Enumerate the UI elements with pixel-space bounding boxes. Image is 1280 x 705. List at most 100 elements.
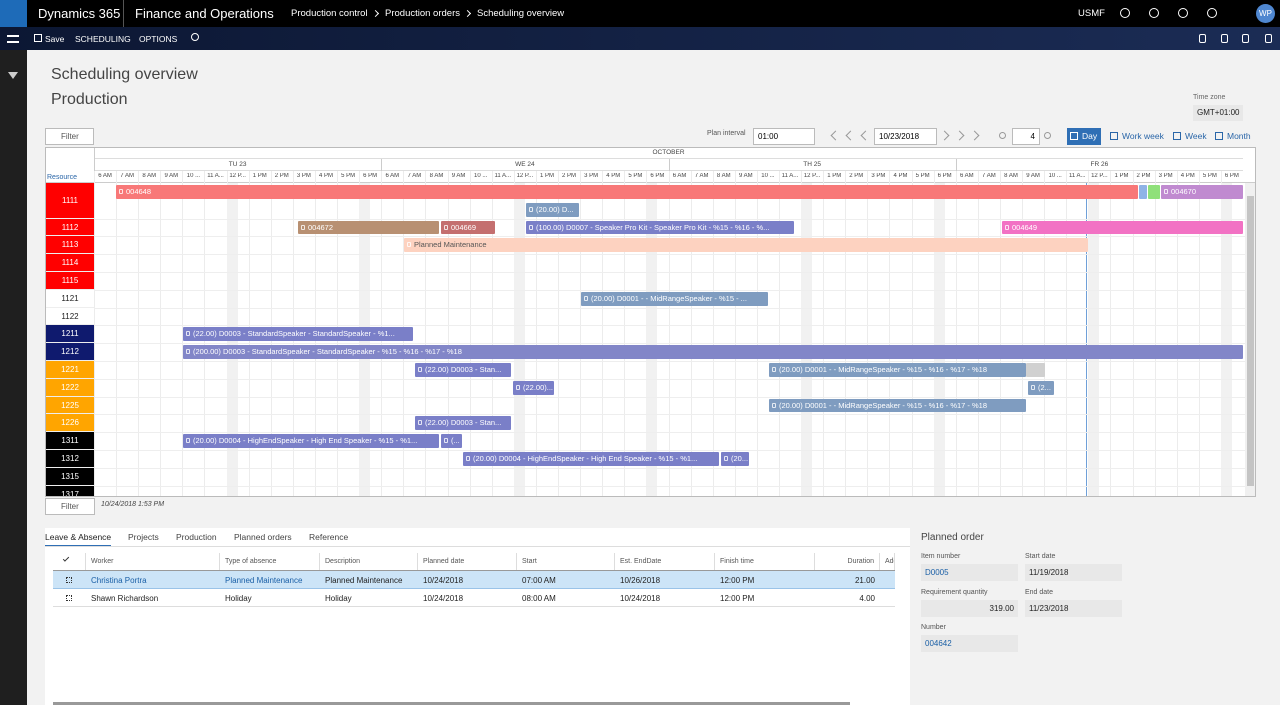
table-row[interactable] [53, 571, 895, 589]
gantt-bar[interactable]: (22.00) D0003 - StandardSpeaker - Standa… [183, 327, 413, 342]
table-cell[interactable]: Planned Maintenance [225, 576, 303, 585]
resource-cell[interactable]: 1121 [46, 289, 94, 308]
icon[interactable] [1221, 34, 1228, 43]
gantt-bar[interactable]: (20... [721, 452, 749, 466]
app-launcher[interactable] [0, 0, 27, 27]
zoom-out[interactable] [999, 132, 1006, 139]
date-input[interactable]: 10/23/2018 [874, 128, 937, 145]
save-icon[interactable] [34, 34, 42, 42]
resource-cell[interactable]: 1115 [46, 272, 94, 290]
gantt-bar[interactable]: (22.00) D0003 - Stan... [415, 363, 511, 377]
gantt-bar[interactable]: (20.00) D... [526, 202, 579, 217]
menu-icon[interactable] [7, 35, 19, 43]
count-input[interactable]: 4 [1012, 128, 1040, 145]
zoom-in[interactable] [1044, 132, 1051, 139]
tab[interactable]: Reference [309, 532, 349, 542]
resource-cell[interactable]: 1111 [46, 183, 94, 219]
icon[interactable] [1120, 8, 1130, 18]
column-header[interactable]: Planned date [418, 553, 517, 571]
filter-input[interactable]: Filter [45, 128, 94, 145]
nav-button[interactable] [845, 130, 856, 141]
gantt-bar[interactable] [1026, 363, 1045, 377]
view-button[interactable]: Day [1067, 128, 1102, 145]
resource-cell[interactable]: 1221 [46, 361, 94, 379]
gantt-bar[interactable]: (20.00) D0004 - HighEndSpeaker - High En… [463, 452, 719, 466]
nav-button[interactable] [969, 130, 980, 141]
tab[interactable]: Planned orders [234, 532, 292, 542]
view-button[interactable]: Month [1212, 128, 1255, 145]
gantt-bar[interactable]: 004648 [116, 185, 1138, 199]
resource-cell[interactable]: 1317 [46, 485, 94, 496]
table-cell[interactable]: Christina Portra [91, 576, 147, 585]
action[interactable]: OPTIONS [139, 34, 178, 44]
column-header[interactable]: Worker [86, 553, 220, 571]
resource-header[interactable]: Resource [47, 174, 77, 181]
gantt-bar[interactable]: (20.00) D0001 - - MidRangeSpeaker - %15 … [769, 363, 1026, 377]
resource-cell[interactable]: 1222 [46, 378, 94, 397]
resource-cell[interactable]: 1226 [46, 414, 94, 433]
column-header[interactable]: Start [517, 553, 615, 571]
column-header[interactable]: Duration [815, 553, 880, 571]
view-button[interactable]: Work week [1107, 128, 1168, 145]
user-avatar[interactable]: WP [1256, 4, 1275, 23]
column-header[interactable]: Finish time [715, 553, 815, 571]
gantt-bar[interactable]: (22.00) D0003 - Stan... [415, 416, 511, 431]
resource-cell[interactable]: 1114 [46, 254, 94, 272]
tab[interactable]: Projects [128, 532, 159, 542]
gantt-bar[interactable]: (2... [1028, 380, 1054, 395]
company[interactable]: USMF [1078, 8, 1105, 19]
app-name[interactable]: Dynamics 365 [38, 6, 121, 21]
gantt-bar[interactable]: (100.00) D0007 - Speaker Pro Kit - Speak… [526, 220, 794, 235]
scroll-thumb[interactable] [1247, 196, 1254, 486]
resource-cell[interactable]: 1122 [46, 307, 94, 326]
table-row[interactable] [53, 589, 895, 607]
field-value[interactable]: 004642 [921, 635, 1018, 652]
filter-input[interactable]: Filter [45, 498, 95, 515]
column-header[interactable]: Est. EndDate [615, 553, 715, 571]
breadcrumb[interactable]: Production orders [385, 8, 460, 19]
breadcrumb[interactable]: Production control [291, 8, 368, 19]
icon[interactable] [1178, 8, 1188, 18]
filter-icon[interactable] [8, 72, 18, 79]
column-header[interactable]: Description [320, 553, 418, 571]
column-header[interactable]: Type of absence [220, 553, 320, 571]
action[interactable]: Save [45, 34, 65, 44]
icon[interactable] [1265, 34, 1272, 43]
icon[interactable] [1207, 8, 1217, 18]
plan-interval-input[interactable]: 01:00 [753, 128, 815, 145]
gantt-bar[interactable]: 004649 [1002, 220, 1243, 235]
icon[interactable] [1242, 34, 1249, 43]
nav-button[interactable] [954, 130, 965, 141]
gantt-bar[interactable]: (20.00) D0001 - - MidRangeSpeaker - %15 … [581, 291, 768, 306]
gantt-bar[interactable]: 004672 [298, 220, 439, 235]
nav-button[interactable] [830, 130, 841, 141]
field-value[interactable]: D0005 [921, 564, 1018, 581]
resource-cell[interactable]: 1225 [46, 396, 94, 415]
gantt-bar[interactable]: 004670 [1161, 185, 1243, 199]
resource-cell[interactable]: 1315 [46, 467, 94, 486]
resource-cell[interactable]: 1112 [46, 218, 94, 237]
tab[interactable]: Production [176, 532, 217, 542]
nav-button[interactable] [939, 130, 950, 141]
gantt-bar[interactable]: Planned Maintenance [404, 238, 1088, 253]
gantt-bar[interactable]: (200.00) D0003 - StandardSpeaker - Stand… [183, 345, 1243, 359]
icon[interactable] [1199, 34, 1206, 43]
resource-cell[interactable]: 1311 [46, 432, 94, 450]
breadcrumb[interactable]: Scheduling overview [477, 8, 565, 19]
resource-cell[interactable]: 1113 [46, 236, 94, 255]
search-icon[interactable] [191, 33, 199, 41]
timezone-field[interactable]: GMT+01:00 [1193, 105, 1243, 121]
module-name[interactable]: Finance and Operations [135, 6, 274, 21]
icon[interactable] [1149, 8, 1159, 18]
resource-cell[interactable]: 1312 [46, 450, 94, 468]
tab[interactable]: Leave & Absence [45, 532, 112, 547]
gantt-bar[interactable]: (20.00) D0004 - HighEndSpeaker - High En… [183, 434, 439, 448]
column-header[interactable]: Additi [880, 553, 895, 571]
view-button[interactable]: Week [1170, 128, 1211, 145]
action[interactable]: SCHEDULING [75, 34, 131, 44]
gantt-bar[interactable] [1139, 185, 1147, 199]
resource-cell[interactable]: 1211 [46, 325, 94, 344]
gantt-bar[interactable]: (... [441, 434, 462, 448]
gantt-bar[interactable]: (22.00)... [513, 380, 554, 395]
gantt-bar[interactable]: (20.00) D0001 - - MidRangeSpeaker - %15 … [769, 398, 1026, 413]
